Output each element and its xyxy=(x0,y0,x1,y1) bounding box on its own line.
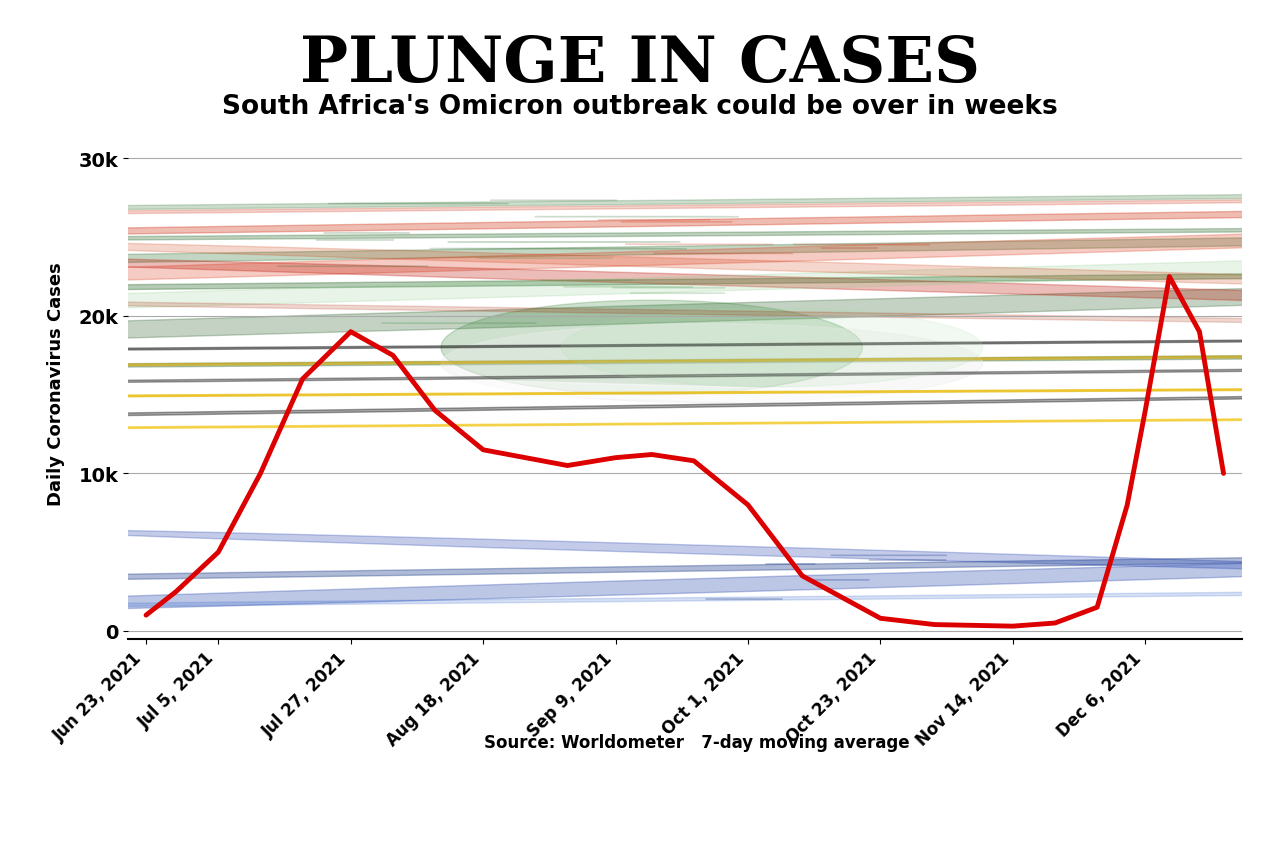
Ellipse shape xyxy=(0,262,1280,371)
Ellipse shape xyxy=(0,538,1280,599)
Ellipse shape xyxy=(442,301,863,395)
Ellipse shape xyxy=(0,544,1280,623)
Ellipse shape xyxy=(0,183,1280,261)
Ellipse shape xyxy=(0,364,1280,427)
Ellipse shape xyxy=(0,349,1280,410)
Ellipse shape xyxy=(0,353,1280,438)
Y-axis label: Daily Coronavirus Cases: Daily Coronavirus Cases xyxy=(46,262,64,505)
Ellipse shape xyxy=(0,184,1280,229)
Ellipse shape xyxy=(0,254,1280,316)
Ellipse shape xyxy=(442,325,983,403)
Ellipse shape xyxy=(0,192,1280,315)
Ellipse shape xyxy=(0,573,1280,626)
Ellipse shape xyxy=(0,327,1280,400)
Ellipse shape xyxy=(0,311,1280,385)
Ellipse shape xyxy=(0,232,1280,338)
Ellipse shape xyxy=(0,327,1280,400)
Text: Source: Worldometer   7-day moving average: Source: Worldometer 7-day moving average xyxy=(484,734,910,751)
Text: PLUNGE IN CASES: PLUNGE IN CASES xyxy=(300,34,980,95)
Ellipse shape xyxy=(0,290,1280,343)
Ellipse shape xyxy=(0,529,1280,576)
Ellipse shape xyxy=(0,397,1280,456)
Ellipse shape xyxy=(0,187,1280,290)
Ellipse shape xyxy=(0,161,1280,252)
Ellipse shape xyxy=(0,238,1280,301)
Ellipse shape xyxy=(562,308,983,388)
Text: South Africa's Omicron outbreak could be over in weeks: South Africa's Omicron outbreak could be… xyxy=(223,94,1057,119)
Ellipse shape xyxy=(0,383,1280,438)
Ellipse shape xyxy=(0,230,1280,340)
Ellipse shape xyxy=(0,207,1280,301)
